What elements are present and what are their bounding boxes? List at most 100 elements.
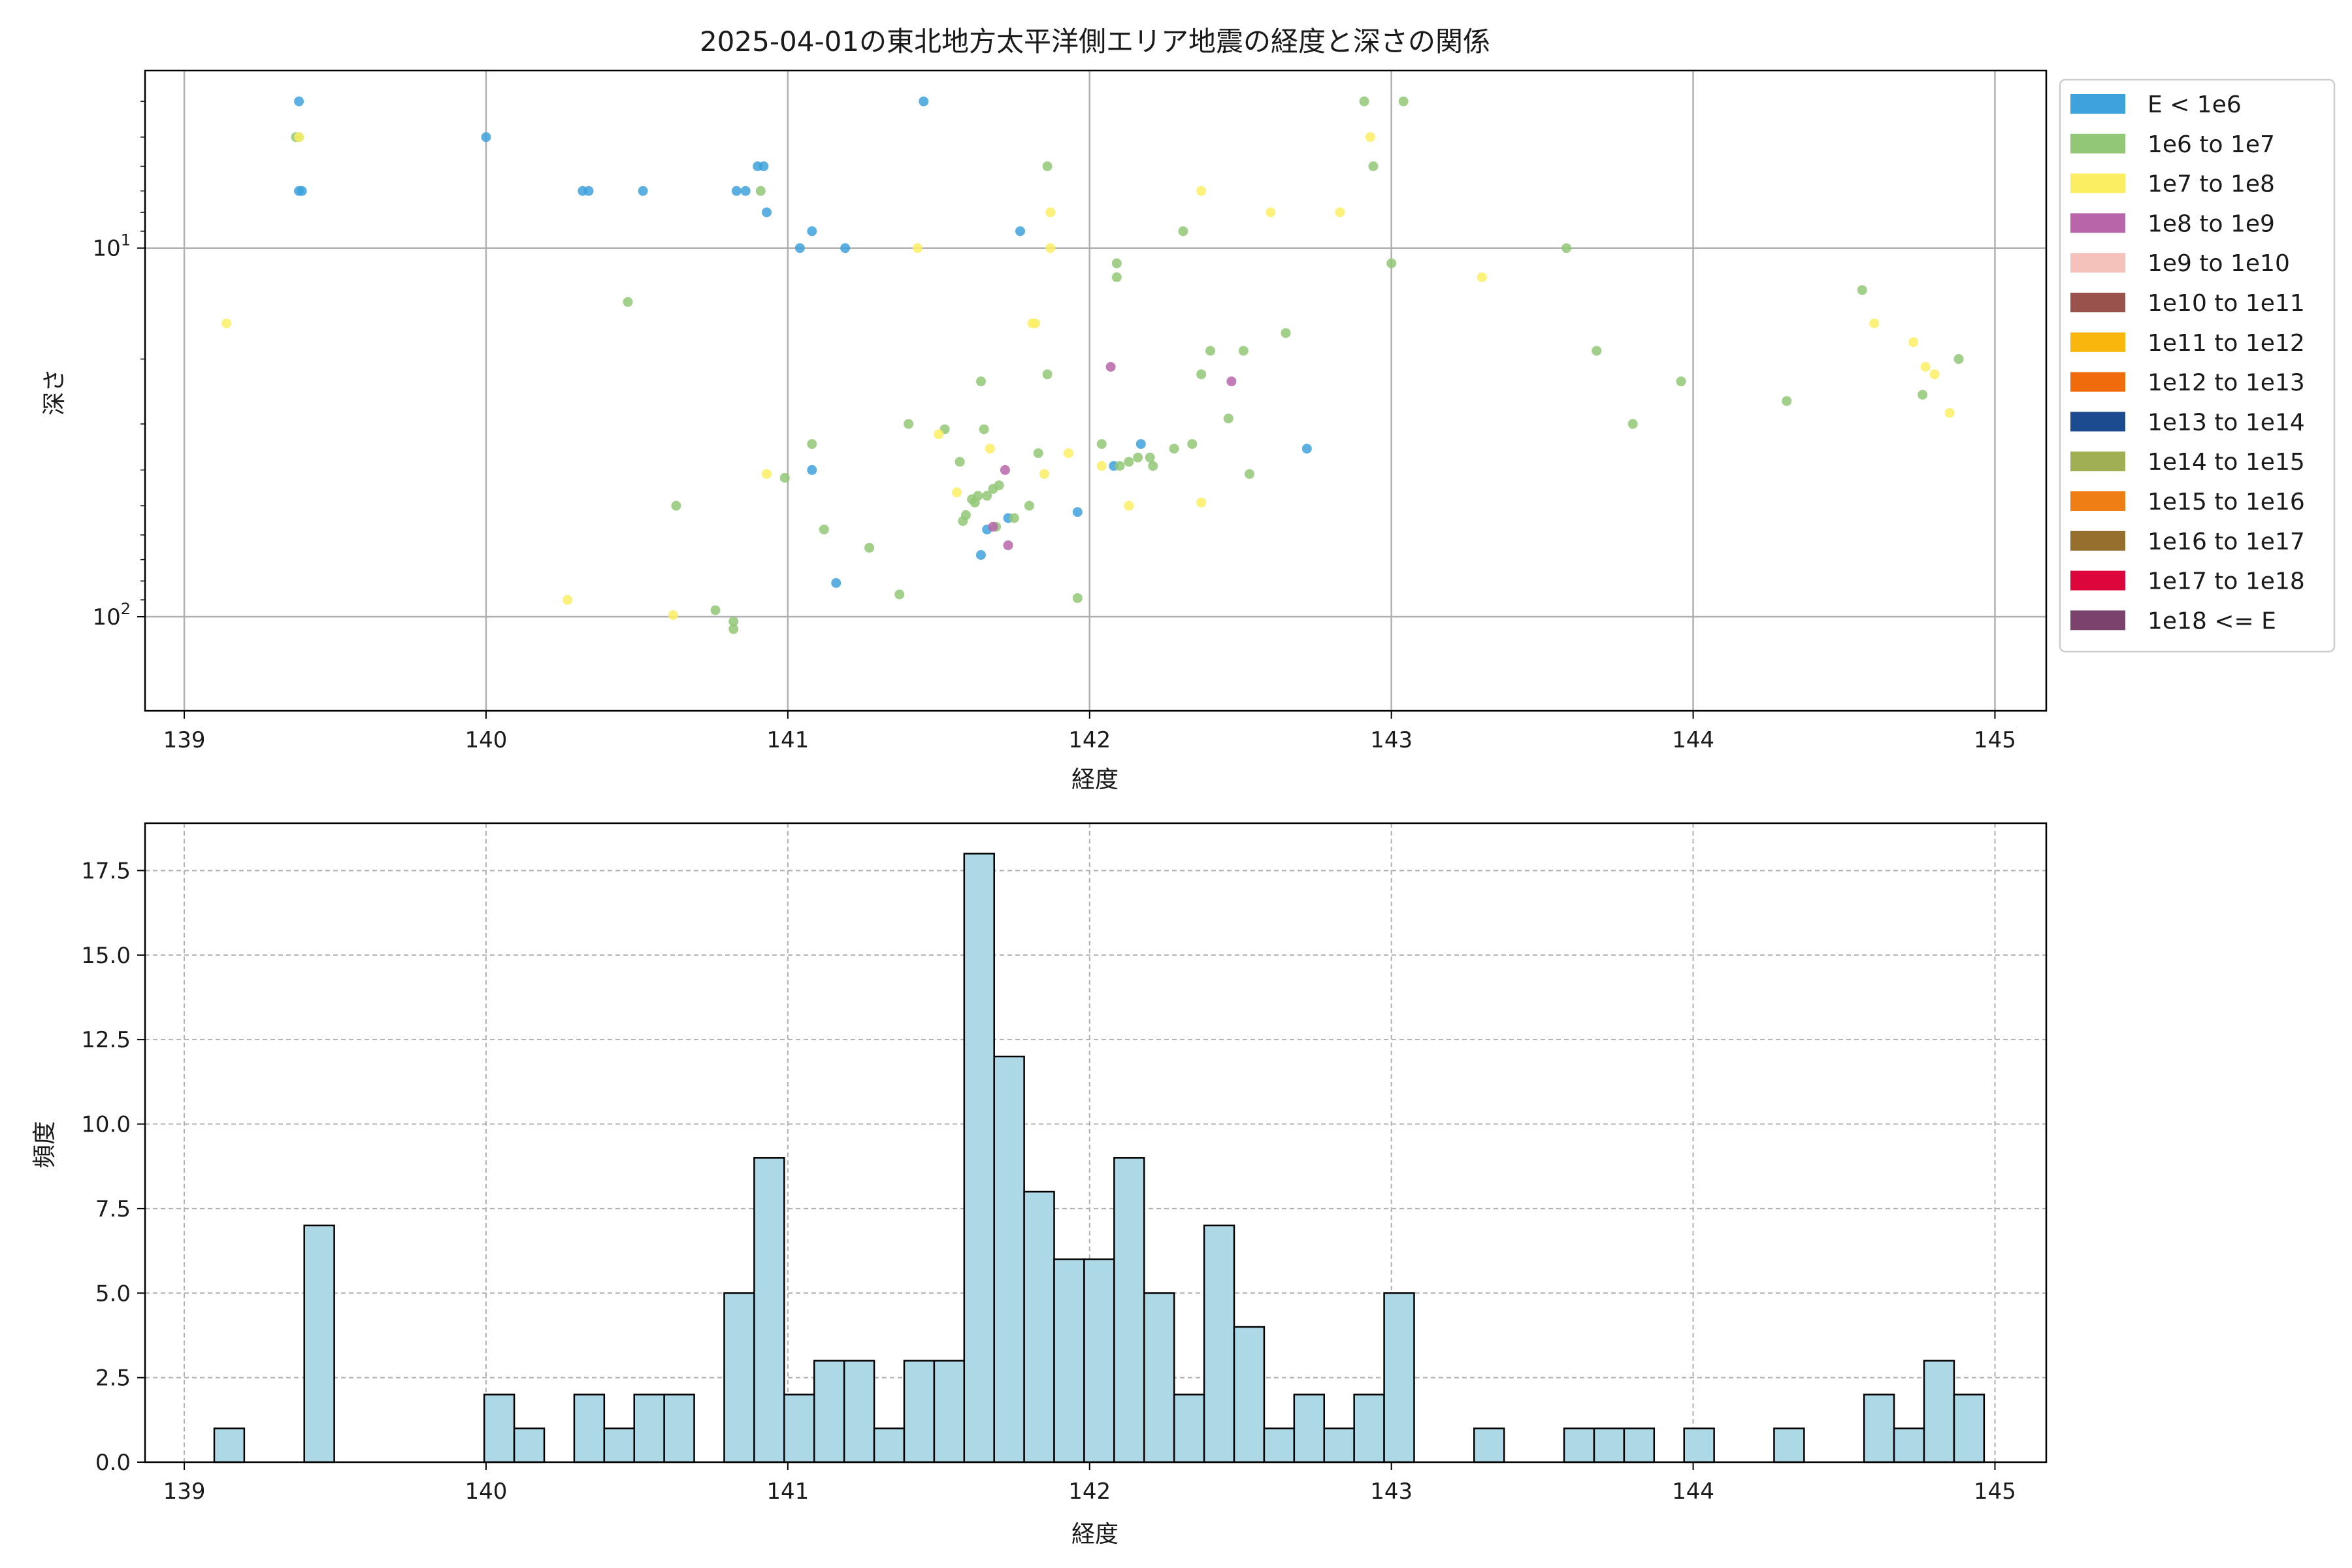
scatter-x-label: 経度 bbox=[1071, 766, 1119, 793]
scatter-point bbox=[864, 542, 875, 553]
legend-swatch bbox=[2070, 412, 2125, 432]
scatter-point bbox=[762, 207, 772, 218]
scatter-point bbox=[1266, 207, 1276, 218]
scatter-point bbox=[779, 472, 790, 483]
scatter-point bbox=[1918, 389, 1928, 400]
histogram-x-tick-label: 144 bbox=[1672, 1478, 1714, 1505]
histogram-bar bbox=[1173, 1394, 1205, 1463]
scatter-point bbox=[755, 186, 766, 196]
scatter-point bbox=[1045, 243, 1056, 253]
legend-label: 1e15 to 1e16 bbox=[2148, 489, 2305, 515]
legend-swatch bbox=[2070, 332, 2125, 352]
histogram-x-tick-label: 140 bbox=[465, 1478, 507, 1505]
legend-swatch bbox=[2070, 372, 2125, 392]
legend-swatch bbox=[2070, 133, 2125, 154]
scatter-point bbox=[1592, 346, 1602, 356]
scatter-point bbox=[1096, 461, 1107, 471]
scatter-point bbox=[728, 616, 739, 627]
scatter-point bbox=[1178, 226, 1188, 237]
scatter-y-ticks: 101 102 bbox=[92, 101, 145, 630]
scatter-point bbox=[934, 429, 944, 440]
scatter-point bbox=[1111, 272, 1122, 282]
scatter-point bbox=[994, 480, 1004, 491]
histogram-bar bbox=[213, 1428, 246, 1463]
scatter-point bbox=[1009, 513, 1019, 523]
scatter-point bbox=[955, 457, 965, 467]
scatter-point bbox=[1196, 369, 1207, 380]
scatter-point bbox=[1477, 272, 1487, 282]
scatter-x-tick-label: 142 bbox=[1068, 727, 1111, 753]
histogram-y-tick-label: 12.5 bbox=[81, 1027, 131, 1053]
scatter-point bbox=[1205, 346, 1216, 356]
scatter-point bbox=[1561, 243, 1572, 253]
histogram-bar bbox=[903, 1360, 936, 1463]
histogram-bar bbox=[1143, 1292, 1175, 1463]
scatter-point bbox=[985, 444, 995, 454]
scatter-point bbox=[1226, 376, 1237, 387]
histogram-y-ticks: 0.0 2.5 5.0 7.5 10.0 12.5 15.0 17.5 bbox=[81, 858, 145, 1476]
scatter-point bbox=[294, 96, 304, 106]
histogram-bar bbox=[1113, 1157, 1145, 1463]
histogram-bar bbox=[633, 1394, 665, 1463]
scatter-frame bbox=[144, 69, 2048, 712]
scatter-point bbox=[982, 491, 992, 501]
histogram-bar bbox=[1203, 1224, 1235, 1463]
legend-label: 1e16 to 1e17 bbox=[2148, 529, 2305, 555]
scatter-point bbox=[1245, 468, 1255, 479]
scatter-point bbox=[1386, 258, 1397, 269]
scatter-point bbox=[563, 595, 573, 605]
histogram-bar bbox=[1623, 1428, 1656, 1463]
scatter-point bbox=[1301, 444, 1312, 454]
histogram-bar bbox=[993, 1055, 1025, 1463]
histogram-y-tick-label: 5.0 bbox=[95, 1281, 131, 1307]
legend-swatch bbox=[2070, 451, 2125, 472]
scatter-point bbox=[1124, 457, 1134, 467]
scatter-point bbox=[762, 468, 772, 479]
scatter-point bbox=[1003, 540, 1013, 551]
scatter-x-tick-label: 143 bbox=[1370, 727, 1413, 753]
legend-label: 1e6 to 1e7 bbox=[2148, 131, 2275, 158]
scatter-point bbox=[1042, 161, 1053, 172]
histogram-bar bbox=[513, 1428, 546, 1463]
scatter-point bbox=[1042, 369, 1053, 380]
legend-label: 1e9 to 1e10 bbox=[2148, 250, 2290, 277]
scatter-point bbox=[1115, 461, 1125, 471]
scatter-point bbox=[1072, 507, 1083, 517]
scatter-x-tick-label: 141 bbox=[766, 727, 809, 753]
scatter-x-tick-label: 144 bbox=[1672, 727, 1714, 753]
scatter-point bbox=[1398, 96, 1409, 106]
histogram-bars bbox=[213, 853, 1985, 1463]
scatter-point bbox=[919, 96, 929, 106]
histogram-bar bbox=[1353, 1394, 1385, 1463]
legend-swatch bbox=[2070, 173, 2125, 193]
scatter-point bbox=[794, 243, 805, 253]
scatter-point bbox=[1944, 408, 1955, 418]
legend-swatch bbox=[2070, 94, 2125, 114]
legend-swatch bbox=[2070, 491, 2125, 511]
scatter-point bbox=[1033, 448, 1043, 459]
histogram-bar bbox=[303, 1224, 335, 1463]
scatter-point bbox=[1169, 444, 1179, 454]
scatter-point bbox=[740, 186, 751, 196]
legend-swatch bbox=[2070, 610, 2125, 630]
scatter-point bbox=[1908, 337, 1919, 348]
legend-swatch bbox=[2070, 531, 2125, 551]
scatter-point bbox=[671, 500, 681, 511]
histogram-bar bbox=[753, 1157, 785, 1463]
scatter-point bbox=[1953, 354, 1964, 365]
scatter-y-label: 深さ bbox=[41, 368, 68, 416]
histogram-x-tick-label: 142 bbox=[1068, 1478, 1111, 1505]
histogram-bar bbox=[1323, 1428, 1355, 1463]
scatter-point bbox=[1365, 132, 1375, 142]
histogram-y-tick-label: 10.0 bbox=[81, 1112, 131, 1138]
histogram-bar bbox=[1563, 1428, 1595, 1463]
legend-label: 1e11 to 1e12 bbox=[2148, 330, 2305, 357]
histogram-bar bbox=[1863, 1394, 1895, 1463]
histogram-bar bbox=[483, 1394, 515, 1463]
scatter-point bbox=[728, 624, 739, 634]
scatter-point bbox=[973, 491, 983, 501]
scatter-point bbox=[1030, 318, 1041, 329]
histogram-bar bbox=[1083, 1258, 1115, 1463]
scatter-grid bbox=[145, 71, 2046, 711]
legend-swatch bbox=[2070, 293, 2125, 312]
